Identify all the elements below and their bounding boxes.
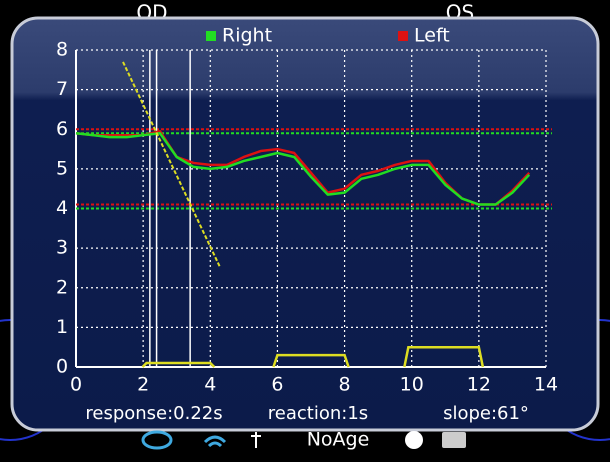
wifi-icon xyxy=(203,435,227,448)
stimulus-pulse xyxy=(403,345,485,368)
camera-icon xyxy=(405,431,423,449)
x-tick-label: 10 xyxy=(400,374,424,396)
y-tick-label: 7 xyxy=(56,78,68,100)
y-tick-label: 2 xyxy=(56,276,68,298)
stimulus-pulse xyxy=(141,361,216,368)
x-tick-label: 2 xyxy=(137,374,149,396)
y-tick-label: 6 xyxy=(56,118,68,140)
y-tick-label: 3 xyxy=(56,237,68,259)
series-line xyxy=(75,131,531,206)
stimulus-pulse xyxy=(272,353,350,368)
slope-line xyxy=(122,61,222,269)
usb-icon xyxy=(251,432,261,448)
legend-label: Right xyxy=(222,25,272,47)
y-tick-label: 4 xyxy=(56,197,68,219)
battery-icon xyxy=(442,432,466,448)
age-text: NoAge xyxy=(307,429,370,451)
reaction-text: reaction:1s xyxy=(268,403,368,424)
x-tick-label: 0 xyxy=(70,374,82,396)
legend-swatch xyxy=(398,31,408,41)
y-tick-label: 1 xyxy=(56,316,68,338)
x-tick-label: 8 xyxy=(339,374,351,396)
x-tick-label: 14 xyxy=(534,374,558,396)
y-tick-label: 8 xyxy=(56,39,68,61)
x-tick-label: 12 xyxy=(467,374,491,396)
x-tick-label: 6 xyxy=(271,374,283,396)
legend-swatch xyxy=(206,31,216,41)
legend-label: Left xyxy=(414,25,450,47)
slope-text: slope:61° xyxy=(443,403,529,424)
y-tick-label: 0 xyxy=(56,356,68,378)
y-tick-label: 5 xyxy=(56,157,68,179)
eye-icon xyxy=(141,430,173,450)
panel xyxy=(10,16,600,432)
response-text: response:0.22s xyxy=(85,403,222,424)
x-tick-label: 4 xyxy=(204,374,216,396)
